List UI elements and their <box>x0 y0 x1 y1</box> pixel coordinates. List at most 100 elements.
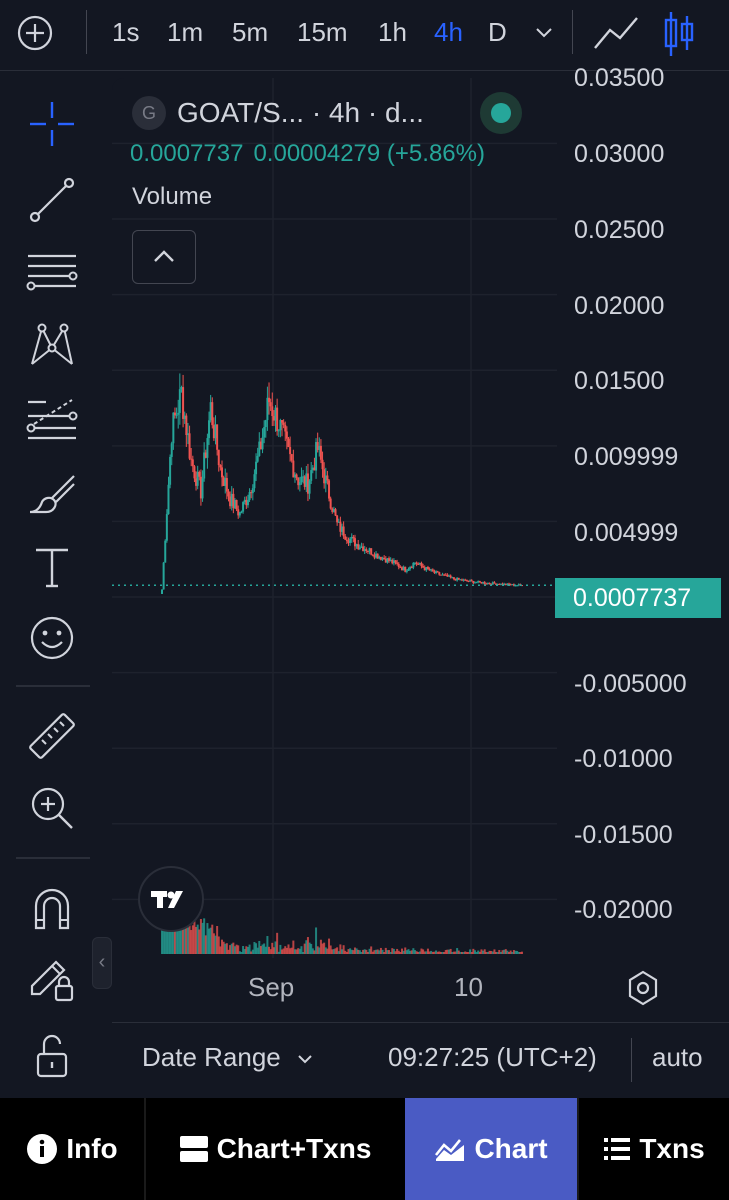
volume-bar <box>334 948 337 954</box>
candle-body <box>397 563 400 568</box>
timeframe-1m[interactable]: 1m <box>167 17 204 47</box>
timeframe-4h[interactable]: 4h <box>434 17 463 47</box>
chart-bottom-bar <box>112 1022 729 1097</box>
toolbar-divider <box>16 857 90 859</box>
volume-bar <box>396 948 399 954</box>
volume-bar <box>242 946 245 954</box>
candle-body <box>272 416 275 421</box>
candle-chart-type-icon[interactable] <box>662 10 696 58</box>
tradingview-logo[interactable] <box>138 866 204 932</box>
volume-bar <box>305 940 308 954</box>
chevron-down-icon[interactable] <box>534 22 554 42</box>
candle-body <box>316 442 319 450</box>
settings-icon[interactable] <box>624 968 662 1008</box>
collapse-toolbar-handle[interactable]: ‹ <box>92 937 112 989</box>
volume-bar <box>384 947 387 954</box>
collapse-legend-button[interactable] <box>132 230 196 284</box>
candle-body <box>208 420 211 439</box>
line-chart-type-icon[interactable] <box>592 14 640 54</box>
timeframe-15m[interactable]: 15m <box>297 17 348 47</box>
candle-body <box>319 445 322 460</box>
candle-body <box>311 467 314 471</box>
candle-body <box>358 547 361 550</box>
volume-bar <box>452 951 455 954</box>
tab-chart[interactable]: Chart <box>405 1098 577 1200</box>
candle-body <box>473 582 476 584</box>
candle-body <box>504 583 507 585</box>
x-axis-label: Sep <box>248 972 295 1002</box>
volume-bar <box>457 950 460 954</box>
volume-bar <box>342 945 345 954</box>
candle-body <box>381 557 384 560</box>
volume-bar <box>190 930 193 954</box>
unlock-tool[interactable] <box>26 1030 78 1082</box>
volume-bar <box>490 951 493 954</box>
prediction-tool[interactable] <box>26 394 78 446</box>
emoji-tool[interactable] <box>26 612 78 664</box>
candle-body <box>324 475 327 484</box>
volume-indicator-label[interactable]: Volume <box>132 183 213 210</box>
add-symbol-icon[interactable] <box>16 14 54 52</box>
volume-bar <box>268 946 271 954</box>
zoom-tool[interactable] <box>26 782 78 834</box>
auto-scale-toggle[interactable]: auto <box>652 1042 703 1072</box>
candle-body <box>165 514 168 541</box>
tab-chart-txns[interactable]: Chart+Txns <box>146 1098 404 1200</box>
candle-body <box>509 584 512 586</box>
candle-body <box>245 499 248 506</box>
magnet-tool[interactable] <box>26 882 78 934</box>
fib-retracement-tool[interactable] <box>26 246 78 298</box>
symbol-title[interactable]: GOAT/S... · 4h · d... <box>177 97 424 128</box>
candle-body <box>186 433 189 436</box>
timezone-clock[interactable]: 09:27:25 (UTC+2) <box>388 1042 597 1072</box>
candle-body <box>436 571 439 573</box>
candle-body <box>281 420 283 423</box>
candle-body <box>360 546 363 548</box>
candle-body <box>334 509 337 516</box>
date-range-dropdown[interactable]: Date Range <box>142 1042 314 1073</box>
candle-body <box>302 476 305 478</box>
timeframe-5m[interactable]: 5m <box>232 17 269 47</box>
tab-txns[interactable]: Txns <box>579 1098 729 1200</box>
trend-line-tool[interactable] <box>26 174 78 226</box>
measure-tool[interactable] <box>26 710 78 762</box>
volume-bar <box>399 952 402 954</box>
volume-bar <box>318 947 321 954</box>
volume-bar <box>412 948 415 954</box>
x-axis-label: 10 <box>454 972 483 1002</box>
candle-body <box>517 584 520 586</box>
volume-bar <box>477 950 480 954</box>
volume-bar <box>405 950 408 954</box>
candle-body <box>373 555 376 558</box>
price-chart[interactable] <box>112 78 729 958</box>
tab-info[interactable]: Info <box>0 1098 144 1200</box>
brush-tool[interactable] <box>26 470 78 522</box>
candle-body <box>404 566 407 572</box>
volume-bar <box>499 952 502 954</box>
candle-body <box>328 480 331 499</box>
lock-drawings-tool[interactable] <box>26 954 78 1006</box>
candle-body <box>235 500 238 510</box>
volume-bar <box>386 950 389 954</box>
candle-body <box>237 509 240 516</box>
volume-bar <box>373 950 376 954</box>
text-tool[interactable] <box>26 542 78 594</box>
timeframe-d[interactable]: D <box>488 17 507 47</box>
chart-pane[interactable] <box>112 78 729 1020</box>
y-axis-label: 0.03000 <box>574 140 665 168</box>
candle-body <box>503 583 506 585</box>
horizontal-lines-icon <box>26 254 78 291</box>
volume-bar <box>274 941 277 954</box>
candle-body <box>349 538 352 543</box>
crosshair-tool[interactable] <box>26 98 78 150</box>
volume-bar <box>472 948 475 954</box>
pattern-tool[interactable] <box>26 320 78 372</box>
symbol-legend[interactable]: G GOAT/S... · 4h · d... <box>132 94 552 134</box>
volume-bar <box>459 952 462 954</box>
tab-label: Chart+Txns <box>216 1133 372 1164</box>
ruler-icon <box>29 713 75 759</box>
timeframe-1h[interactable]: 1h <box>378 17 407 47</box>
timeframe-1s[interactable]: 1s <box>112 17 140 47</box>
candle-body <box>276 407 279 432</box>
xabcd-pattern-icon <box>31 323 73 365</box>
